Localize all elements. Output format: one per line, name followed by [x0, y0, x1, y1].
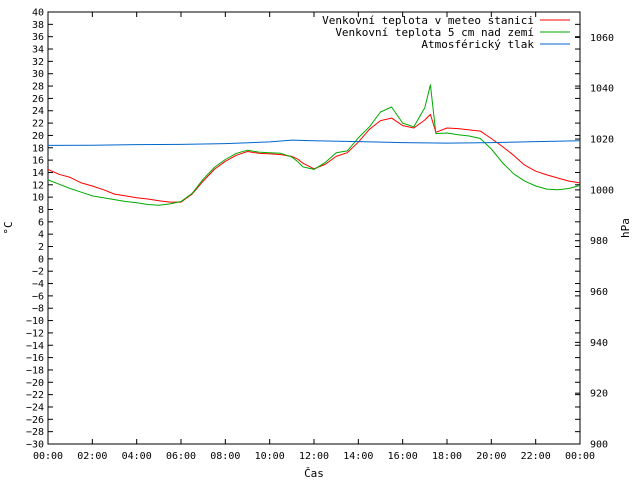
y-right-tick-label: 940	[590, 338, 608, 349]
x-tick-label: 00:00	[33, 451, 63, 462]
y-left-tick-label: 32	[32, 57, 44, 68]
series-lines	[47, 84, 581, 206]
x-tick-label: 10:00	[255, 451, 285, 462]
y-left-tick-label: 0	[38, 254, 44, 265]
legend: Venkovní teplota v meteo staniciVenkovní…	[322, 14, 570, 51]
y-left-tick-label: 8	[38, 205, 44, 216]
x-tick-label: 14:00	[343, 451, 373, 462]
y-left-tick-label: −16	[26, 353, 44, 364]
y-left-tick-label: −30	[26, 440, 44, 451]
x-tick-label: 22:00	[521, 451, 551, 462]
x-tick-label: 06:00	[166, 451, 196, 462]
y-left-tick-label: 22	[32, 119, 44, 130]
y-left-tick-label: −20	[26, 378, 44, 389]
y-left-ticks: 4038363432302826242220181614121086420−2−…	[26, 8, 580, 451]
y-left-tick-label: 40	[32, 8, 44, 19]
y-left-tick-label: 34	[32, 45, 44, 56]
plot-area	[47, 11, 581, 445]
y-right-tick-label: 1020	[590, 135, 614, 146]
legend-label-1: Venkovní teplota 5 cm nad zemí	[335, 26, 534, 39]
legend-label-0: Venkovní teplota v meteo stanici	[322, 14, 534, 27]
y-left-tick-label: −22	[26, 390, 44, 401]
y-right-axis-title: hPa	[619, 218, 632, 238]
y-left-tick-label: 28	[32, 82, 44, 93]
y-left-tick-label: 6	[38, 217, 44, 228]
y-left-tick-label: −10	[26, 316, 44, 327]
y-left-tick-label: −2	[32, 267, 44, 278]
y-left-tick-label: −4	[32, 279, 44, 290]
y-right-tick-label: 980	[590, 236, 608, 247]
y-left-tick-label: 20	[32, 131, 44, 142]
y-left-tick-label: 36	[32, 32, 44, 43]
y-left-tick-label: 12	[32, 180, 44, 191]
y-left-tick-label: 30	[32, 69, 44, 80]
y-left-tick-label: 16	[32, 156, 44, 167]
y-left-tick-label: −26	[26, 415, 44, 426]
x-tick-label: 18:00	[432, 451, 462, 462]
y-left-tick-label: −24	[26, 402, 44, 413]
series-line-2	[47, 139, 581, 146]
x-tick-label: 02:00	[77, 451, 107, 462]
y-left-tick-label: −14	[26, 341, 44, 352]
x-ticks: 00:00 02:00 04:00 06:00 08:00 10:00 12:00 14:00…	[33, 12, 595, 462]
y-left-tick-label: 10	[32, 193, 44, 204]
y-left-tick-label: −18	[26, 365, 44, 376]
y-right-tick-label: 920	[590, 389, 608, 400]
x-tick-label: 08:00	[210, 451, 240, 462]
y-right-ticks: 1060 1040 1020 1000 980 960 940 920 900	[575, 33, 614, 451]
x-tick-label: 00:00	[565, 451, 595, 462]
y-left-tick-label: −6	[32, 291, 44, 302]
y-left-tick-label: −28	[26, 427, 44, 438]
y-left-axis-title: °C	[2, 221, 15, 234]
y-left-tick-label: 18	[32, 143, 44, 154]
series-line-1	[47, 84, 581, 206]
x-axis-title: Čas	[304, 467, 324, 480]
y-left-tick-label: 4	[38, 230, 44, 241]
y-left-tick-label: 2	[38, 242, 44, 253]
x-tick-label: 12:00	[299, 451, 329, 462]
x-tick-label: 16:00	[388, 451, 418, 462]
y-left-tick-label: 24	[32, 106, 44, 117]
y-right-tick-label: 1000	[590, 185, 614, 196]
y-left-tick-label: −8	[32, 304, 44, 315]
x-tick-label: 04:00	[122, 451, 152, 462]
y-right-tick-label: 900	[590, 440, 608, 451]
y-left-tick-label: 14	[32, 168, 44, 179]
legend-label-2: Atmosférický tlak	[421, 38, 534, 51]
y-left-tick-label: −12	[26, 328, 44, 339]
y-right-tick-label: 960	[590, 287, 608, 298]
y-right-tick-label: 1040	[590, 84, 614, 95]
series-line-0	[47, 113, 581, 203]
y-left-tick-label: 26	[32, 94, 44, 105]
y-right-tick-label: 1060	[590, 33, 614, 44]
x-tick-label: 20:00	[476, 451, 506, 462]
y-left-tick-label: 38	[32, 20, 44, 31]
